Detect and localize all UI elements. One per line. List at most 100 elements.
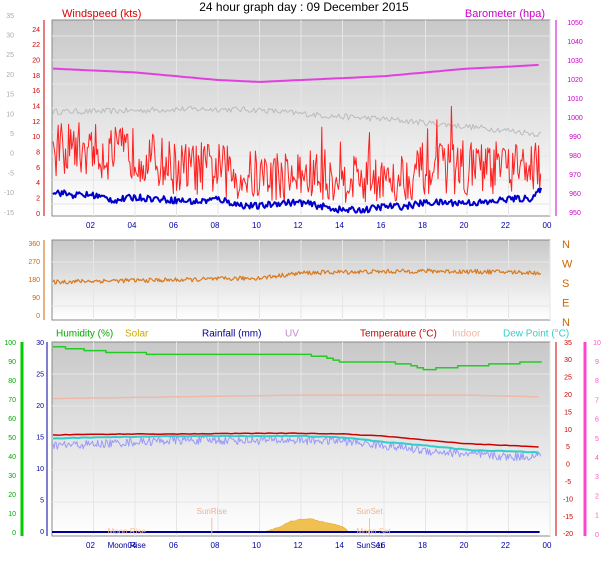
humidity-outer-left-tick: 90 xyxy=(8,359,16,366)
wind-outer-left-tick: 10 xyxy=(6,111,14,118)
wind-inner-left-tick: 10 xyxy=(32,134,40,141)
annotation-moon-rise-label: Moon Rise xyxy=(108,541,147,550)
temperature-right-tick: -20 xyxy=(563,531,573,538)
temp-x-tick-label: 18 xyxy=(418,541,427,550)
temp-x-tick-label: 14 xyxy=(335,541,344,550)
wind-outer-left-tick: -5 xyxy=(8,170,14,177)
barometer-right-tick: 950 xyxy=(569,210,581,217)
temperature-right-tick: -5 xyxy=(565,479,571,486)
dew-point-line xyxy=(52,434,539,454)
legend-rainfall-mm: Rainfall (mm) xyxy=(202,329,261,340)
direction-left-tick: 0 xyxy=(36,313,40,320)
legend-indoor: Indoor xyxy=(452,329,481,340)
rainfall-inner-left-tick: 25 xyxy=(36,371,44,378)
wind-inner-left-tick: 2 xyxy=(36,196,40,203)
uv-right-tick: 4 xyxy=(595,455,599,462)
wind-x-tick-label: 20 xyxy=(460,221,469,230)
humidity-outer-left-tick: 70 xyxy=(8,397,16,404)
wind-outer-left-tick: -10 xyxy=(4,190,14,197)
uv-right-tick: 3 xyxy=(595,474,599,481)
windspeed-axis-label: Windspeed (kts) xyxy=(62,8,141,20)
wind-outer-left-tick: 25 xyxy=(6,52,14,59)
temperature-line xyxy=(52,432,539,448)
wind-outer-left-tick: -15 xyxy=(4,210,14,217)
humidity-outer-left-tick: 20 xyxy=(8,492,16,499)
barometer-right-tick: 1050 xyxy=(567,20,583,27)
wind-x-tick-label: 02 xyxy=(86,221,95,230)
wind-direction-line xyxy=(52,268,542,285)
temperature-right-tick: 20 xyxy=(564,392,572,399)
wind-x-tick-label: 12 xyxy=(294,221,303,230)
barometer-right-tick: 970 xyxy=(569,172,581,179)
solar-area xyxy=(265,518,350,533)
annotation-sunrise-label: SunRise xyxy=(197,507,228,516)
wind-inner-left-tick: 12 xyxy=(32,119,40,126)
legend-humidity: Humidity (%) xyxy=(56,329,113,340)
uv-right-tick: 2 xyxy=(595,493,599,500)
wind-outer-left-tick: 5 xyxy=(10,131,14,138)
humidity-outer-left-tick: 60 xyxy=(8,416,16,423)
wind-x-tick-label: 06 xyxy=(169,221,178,230)
wind-x-tick-label: 08 xyxy=(211,221,220,230)
barometer-right-tick: 1010 xyxy=(567,96,583,103)
wind-inner-left-tick: 6 xyxy=(36,165,40,172)
temp-x-tick-label: 12 xyxy=(294,541,303,550)
humidity-outer-left-tick: 10 xyxy=(8,511,16,518)
barometer-axis-label: Barometer (hpa) xyxy=(465,8,545,20)
humidity-outer-left-tick: 0 xyxy=(12,530,16,537)
annotation-sunset-label: SunSet xyxy=(356,507,383,516)
windspeed-gust-line xyxy=(52,105,542,203)
legend-temperature-c: Temperature (°C) xyxy=(360,329,437,340)
temp-x-tick-label: 22 xyxy=(501,541,510,550)
uv-right-tick: 6 xyxy=(595,417,599,424)
temperature-right-tick: 5 xyxy=(566,444,570,451)
barometer-right-tick: 960 xyxy=(569,191,581,198)
wind-x-tick-label: 04 xyxy=(128,221,137,230)
temperature-right-tick: -10 xyxy=(563,496,573,503)
wind-outer-left-tick: 0 xyxy=(10,151,14,158)
direction-compass-label: S xyxy=(562,278,569,290)
temp-x-tick-label: 08 xyxy=(211,541,220,550)
apparent-temperature-line xyxy=(52,435,542,462)
wind-inner-left-tick: 24 xyxy=(32,27,40,34)
wind-inner-left-tick: 18 xyxy=(32,73,40,80)
barometer-right-tick: 1030 xyxy=(567,58,583,65)
direction-left-tick: 360 xyxy=(28,241,40,248)
direction-compass-label: N xyxy=(562,317,570,329)
rainfall-inner-left-tick: 10 xyxy=(36,466,44,473)
wind-inner-left-tick: 4 xyxy=(36,180,40,187)
wind-average-line xyxy=(52,187,543,214)
humidity-outer-left-tick: 80 xyxy=(8,378,16,385)
grey-trace-line xyxy=(52,105,542,137)
uv-right-tick: 10 xyxy=(593,340,601,347)
temperature-right-tick: 25 xyxy=(564,375,572,382)
barometer-line xyxy=(52,63,539,83)
legend-dew-point-c: Dew Point (°C) xyxy=(503,329,569,340)
barometer-right-tick: 990 xyxy=(569,134,581,141)
wind-outer-left-tick: 30 xyxy=(6,33,14,40)
wind-x-tick-label: 14 xyxy=(335,221,344,230)
temp-x-tick-label: 00 xyxy=(543,541,552,550)
direction-compass-label: W xyxy=(562,258,573,270)
humidity-outer-left-tick: 50 xyxy=(8,435,16,442)
humidity-outer-left-tick: 40 xyxy=(8,454,16,461)
rainfall-inner-left-tick: 5 xyxy=(40,497,44,504)
annotation-sunset-label: SunSet xyxy=(356,541,383,550)
temperature-right-tick: 15 xyxy=(564,409,572,416)
legend-uv: UV xyxy=(285,329,299,340)
direction-compass-label: E xyxy=(562,297,569,309)
wind-x-tick-label: 18 xyxy=(418,221,427,230)
uv-right-tick: 5 xyxy=(595,436,599,443)
rainfall-inner-left-tick: 30 xyxy=(36,340,44,347)
wind-inner-left-tick: 14 xyxy=(32,104,40,111)
wind-inner-left-tick: 22 xyxy=(32,42,40,49)
uv-right-tick: 0 xyxy=(595,532,599,539)
direction-left-tick: 90 xyxy=(32,295,40,302)
barometer-right-tick: 1020 xyxy=(567,77,583,84)
temperature-right-tick: 35 xyxy=(564,340,572,347)
annotation-moon-set-label: Moon Set xyxy=(357,527,392,536)
wind-inner-left-tick: 16 xyxy=(32,88,40,95)
humidity-outer-left-tick: 100 xyxy=(4,340,16,347)
wind-x-tick-label: 22 xyxy=(501,221,510,230)
